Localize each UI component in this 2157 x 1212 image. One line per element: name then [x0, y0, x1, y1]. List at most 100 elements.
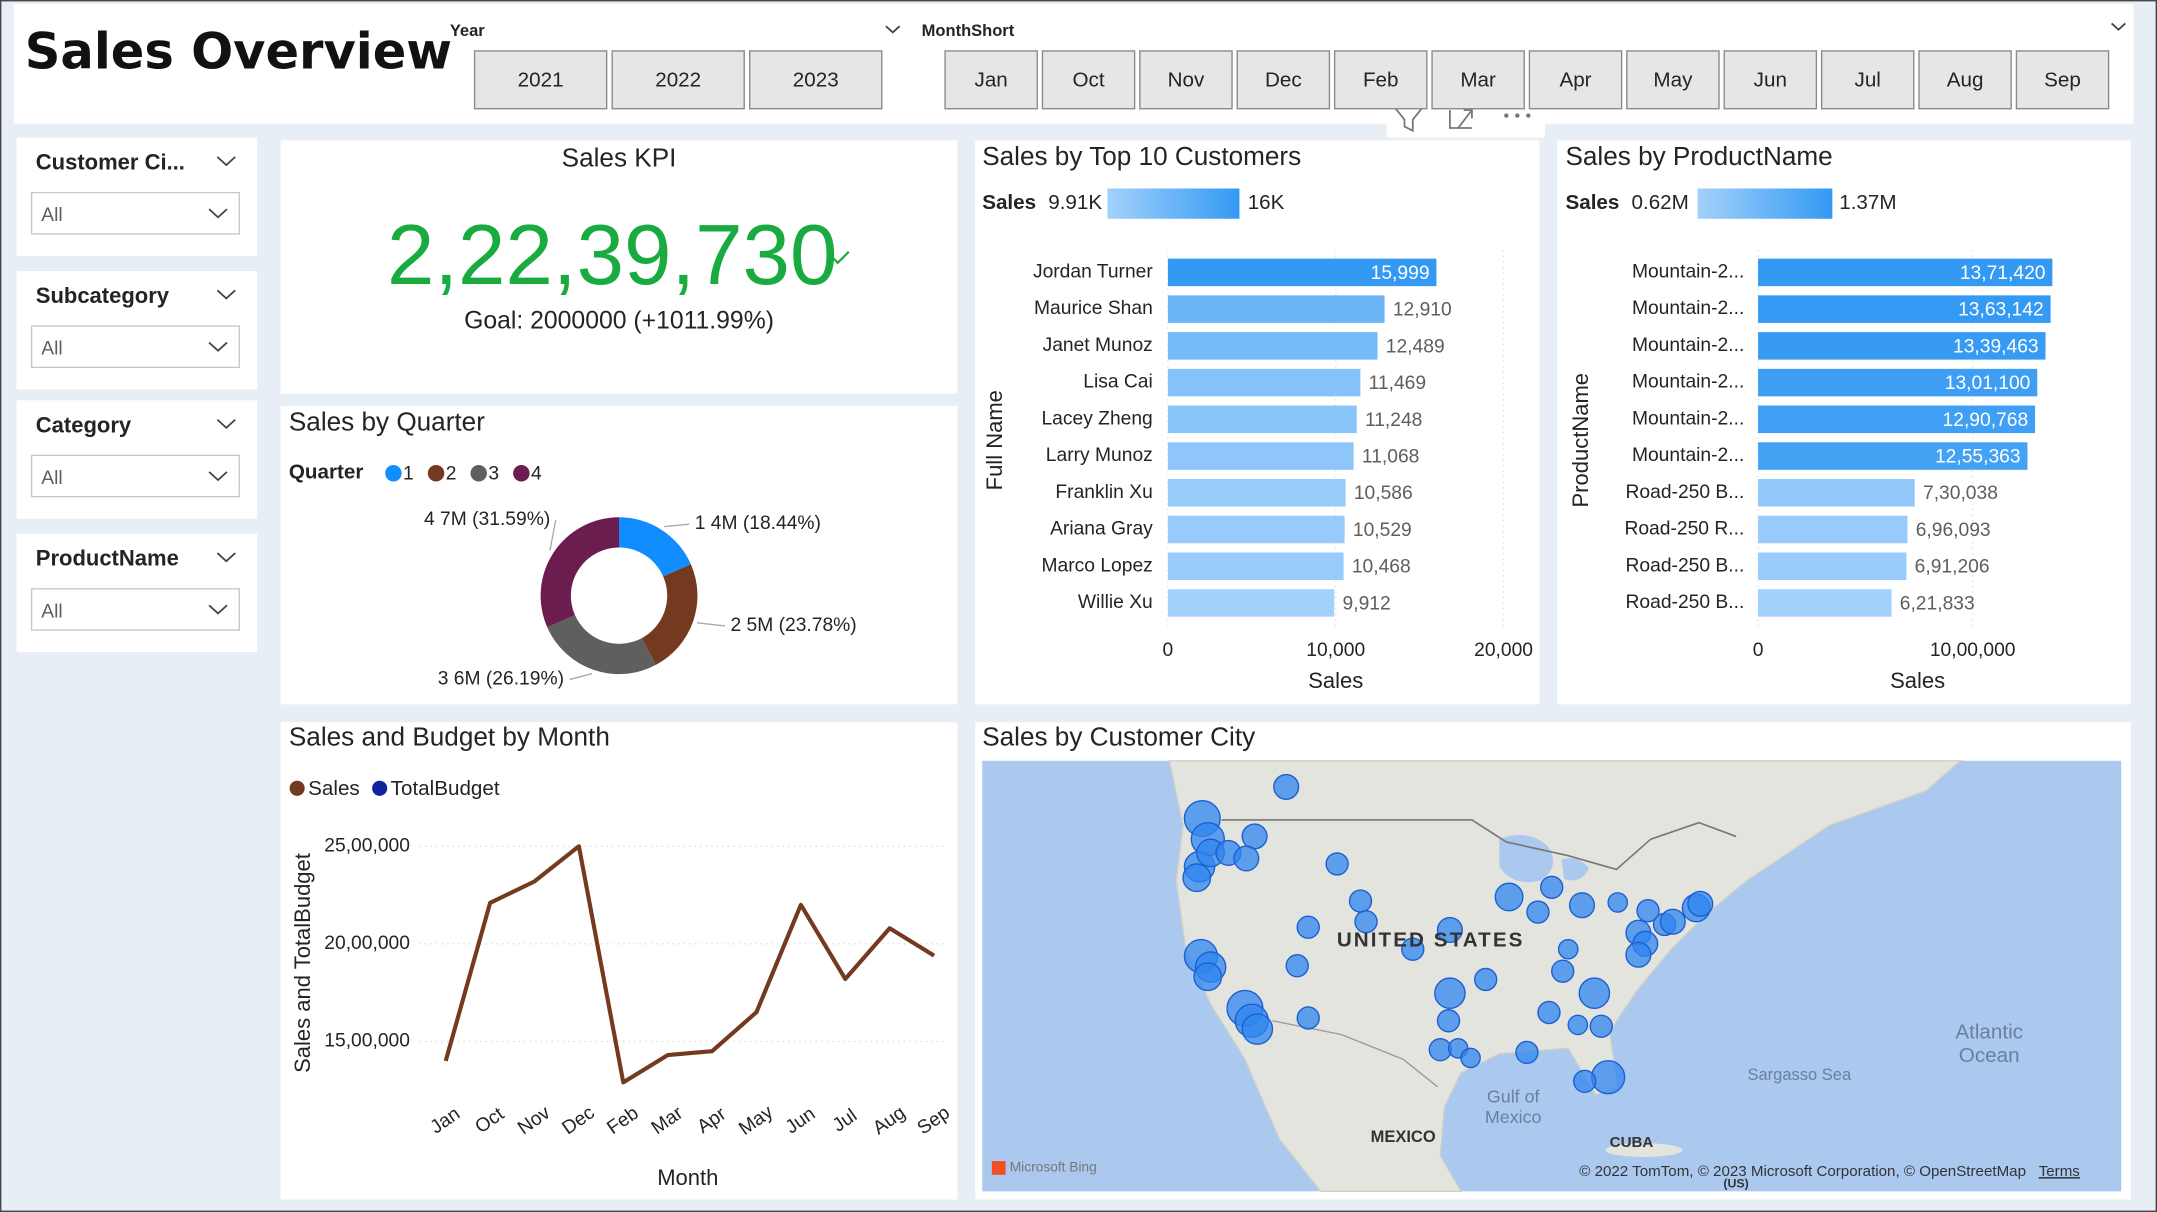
- map-bubble: [1241, 823, 1268, 850]
- filter-dropdown[interactable]: [30, 191, 241, 235]
- filter-dropdown[interactable]: [30, 325, 241, 369]
- y-axis-title: Full Name: [982, 390, 1007, 490]
- x-tick-label: 0: [1163, 640, 1174, 661]
- slicer-label: MonthShort: [922, 22, 1015, 40]
- month-button[interactable]: [2015, 50, 2110, 110]
- chart-title: Sales by Quarter: [289, 407, 485, 437]
- x-tick-label: 0: [1753, 640, 1764, 661]
- map-bubble: [1659, 908, 1686, 935]
- map-bubble: [1557, 938, 1579, 960]
- data-label: 7,30,038: [1923, 483, 1998, 504]
- x-axis-title: Sales: [1890, 668, 1945, 693]
- chevron: [885, 25, 901, 34]
- map-bubble: [1325, 852, 1349, 876]
- leader-line: [664, 523, 690, 528]
- map-label: Microsoft Bing: [1010, 1160, 1097, 1175]
- map-label: UNITED STATES: [1337, 928, 1525, 951]
- month-button[interactable]: [1236, 50, 1331, 110]
- y-tick-label: 20,00,000: [324, 933, 410, 954]
- month-button[interactable]: [944, 50, 1038, 110]
- bar: [1758, 515, 1908, 544]
- month-button[interactable]: [1041, 50, 1136, 110]
- year-button[interactable]: [473, 50, 608, 110]
- y-tick-label: Mountain-2...: [1632, 335, 1744, 356]
- map-label: CUBA: [1610, 1134, 1654, 1151]
- data-label: 10,586: [1354, 483, 1413, 504]
- legend-label: TotalBudget: [391, 777, 500, 800]
- filter-value: All: [41, 205, 62, 226]
- map-bubble: [1434, 977, 1466, 1010]
- filter-label: Category: [36, 412, 132, 437]
- y-tick-label: Road-250 B...: [1626, 555, 1745, 576]
- y-tick-label: Road-250 B...: [1626, 482, 1745, 503]
- map-bubble: [1551, 959, 1575, 983]
- year-button[interactable]: [749, 50, 883, 110]
- month-button[interactable]: [1626, 50, 1720, 110]
- map-bubble: [1567, 1014, 1589, 1036]
- map-label: Mexico: [1485, 1107, 1542, 1127]
- kpi-title: Sales KPI: [562, 143, 677, 173]
- page-title: Sales Overview: [25, 23, 452, 81]
- legend-label: 4: [531, 464, 542, 485]
- map-label: Sargasso Sea: [1748, 1066, 1852, 1084]
- y-tick-label: 15,00,000: [324, 1031, 410, 1052]
- chevron: [208, 471, 228, 482]
- month-button[interactable]: [1431, 50, 1525, 110]
- data-label: 13,63,142: [1958, 300, 2044, 321]
- more-icon[interactable]: [1504, 113, 1531, 118]
- bar: [1167, 368, 1361, 397]
- focus-icon[interactable]: [1449, 109, 1473, 129]
- month-button-label: Sep: [2044, 69, 2081, 92]
- map-bubble: [1473, 967, 1498, 992]
- legend-label: 1: [403, 464, 414, 485]
- filter-label: Customer Ci...: [36, 150, 185, 175]
- month-button[interactable]: [1820, 50, 1915, 110]
- month-button[interactable]: [1723, 50, 1818, 110]
- chevron: [2111, 22, 2126, 31]
- bar: [1167, 258, 1437, 287]
- month-button[interactable]: [1139, 50, 1233, 110]
- map-bubble: [1515, 1040, 1539, 1065]
- chart-title: Sales and Budget by Month: [289, 722, 610, 752]
- map-label: (US): [1723, 1177, 1748, 1191]
- donut-segment: [540, 517, 620, 628]
- kpi-goal: Goal: 2000000 (+1011.99%): [464, 307, 774, 334]
- data-label: 13,71,420: [1960, 263, 2046, 284]
- y-axis-title: Sales and TotalBudget: [290, 853, 315, 1073]
- filter-label: ProductName: [36, 546, 179, 571]
- y-tick-label: Lacey Zheng: [1041, 408, 1152, 429]
- year-button-label: 2023: [793, 69, 839, 92]
- y-tick-label: Road-250 R...: [1624, 519, 1744, 540]
- legend-marker: [427, 464, 445, 482]
- month-button-label: Nov: [1168, 69, 1205, 92]
- map-bubble: [1568, 892, 1596, 919]
- leader-line: [696, 622, 726, 627]
- x-axis-title: Month: [657, 1165, 718, 1190]
- filter-dropdown[interactable]: [30, 588, 241, 631]
- bar: [1758, 332, 2046, 360]
- chart-title: Sales by ProductName: [1565, 141, 1832, 171]
- bar: [1167, 515, 1345, 544]
- y-axis-title: ProductName: [1568, 373, 1593, 508]
- data-label: 1 4M (18.44%): [695, 513, 821, 534]
- y-tick-label: Larry Munoz: [1046, 445, 1153, 466]
- filter-dropdown[interactable]: [30, 454, 241, 498]
- data-label: 6,91,206: [1915, 557, 1990, 578]
- data-label: 6,96,093: [1916, 520, 1991, 541]
- data-label: 9,912: [1343, 593, 1391, 614]
- month-button[interactable]: [1333, 50, 1428, 110]
- bar: [1167, 442, 1354, 470]
- month-button[interactable]: [1918, 50, 2012, 110]
- data-label: 11,248: [1365, 410, 1422, 431]
- legend-label: 2: [446, 464, 457, 485]
- map-bubble: [1354, 910, 1378, 934]
- bar: [1758, 479, 1915, 507]
- legend-label: Sales: [308, 777, 360, 800]
- bar: [1758, 295, 2051, 323]
- map-bubble: [1182, 863, 1212, 893]
- year-button[interactable]: [611, 50, 745, 110]
- month-button[interactable]: [1528, 50, 1623, 110]
- data-label: 12,55,363: [1935, 447, 2021, 468]
- map-title: Sales by Customer City: [982, 722, 1256, 752]
